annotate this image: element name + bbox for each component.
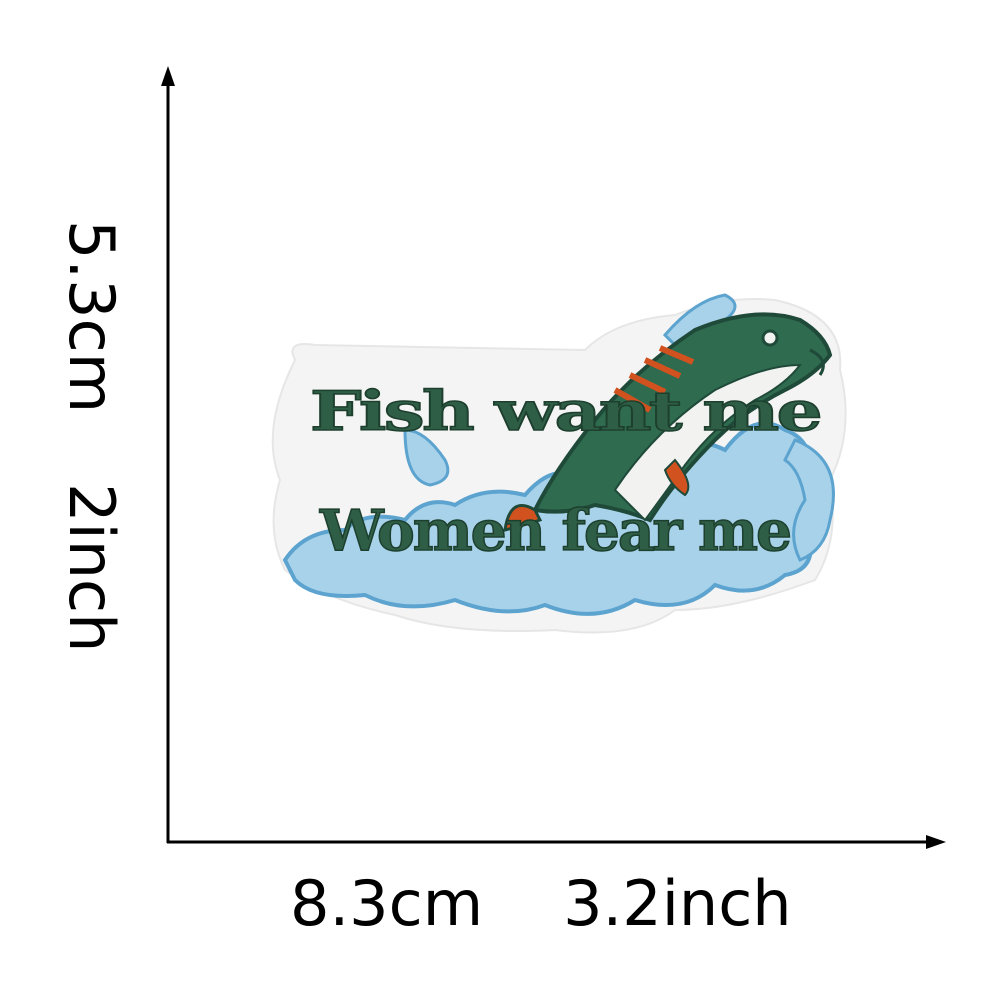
- patch-line-1: Fish want me: [310, 379, 820, 443]
- width-inch: 3.2inch: [563, 867, 792, 940]
- fish-mouth: [809, 348, 825, 376]
- fish-eye: [761, 329, 779, 347]
- height-cm: 5.3cm: [55, 220, 128, 414]
- embroidered-patch: Fish want me Women fear me: [271, 293, 847, 634]
- height-dimension-label: 5.3cm 2inch: [52, 220, 132, 700]
- fish-stripes: [613, 345, 695, 413]
- water-drop-left: [403, 428, 450, 487]
- width-cm: 8.3cm: [290, 867, 484, 940]
- water-splash-right: [783, 438, 835, 562]
- height-inch: 2inch: [55, 483, 128, 653]
- patch-line-2: Women fear me: [319, 498, 790, 564]
- y-axis-arrow-icon: [161, 66, 175, 86]
- x-axis-arrow-icon: [926, 835, 946, 849]
- width-dimension-label: 8.3cm 3.2inch: [290, 873, 792, 935]
- fish-tail: [503, 504, 543, 532]
- fish-fin: [663, 458, 690, 497]
